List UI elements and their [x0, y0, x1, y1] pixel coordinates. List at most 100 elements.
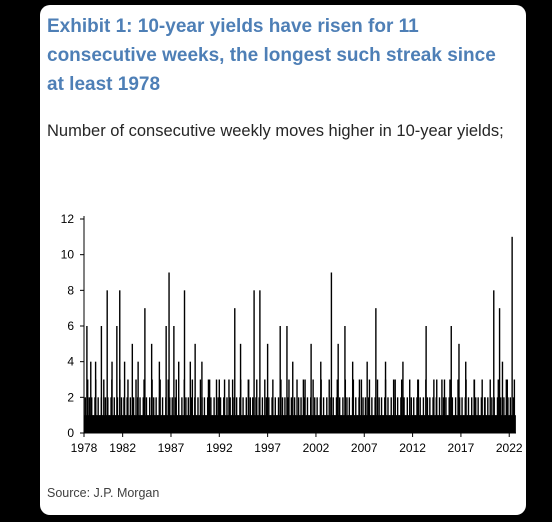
- bar: [104, 397, 107, 433]
- bar: [497, 379, 499, 433]
- bar: [347, 415, 350, 433]
- bar: [256, 415, 259, 433]
- bar: [144, 308, 146, 433]
- bar: [445, 397, 447, 433]
- bar: [483, 415, 485, 433]
- bar: [222, 415, 224, 433]
- bar: [444, 415, 446, 433]
- bar: [406, 397, 409, 433]
- bar: [161, 415, 163, 433]
- bar: [92, 415, 95, 433]
- bar: [507, 397, 509, 433]
- bar: [190, 397, 193, 433]
- bar: [324, 415, 326, 433]
- bar: [252, 397, 254, 433]
- bar: [141, 415, 144, 433]
- bar: [393, 415, 396, 433]
- bar: [116, 397, 119, 433]
- bar: [93, 415, 95, 433]
- bar: [508, 415, 511, 433]
- bar: [107, 415, 110, 433]
- bar: [120, 397, 123, 433]
- bar: [362, 397, 364, 433]
- bar: [394, 397, 396, 433]
- bar: [462, 415, 465, 433]
- bar: [213, 397, 215, 433]
- bar: [296, 379, 298, 433]
- bar: [426, 397, 429, 433]
- y-tick-label: 0: [67, 426, 74, 440]
- x-tick-label: 1992: [206, 441, 233, 455]
- bar: [165, 326, 167, 433]
- bar: [304, 379, 306, 433]
- bar: [115, 415, 117, 433]
- bar: [297, 415, 299, 433]
- bar: [292, 415, 294, 433]
- bar: [266, 343, 269, 433]
- bar: [469, 415, 471, 433]
- bar: [413, 415, 416, 433]
- bar: [427, 415, 429, 433]
- bar: [177, 415, 179, 433]
- bar: [455, 415, 458, 433]
- bar: [451, 397, 454, 433]
- bar: [447, 415, 450, 433]
- bar: [223, 397, 225, 433]
- bar: [338, 397, 341, 433]
- bar: [439, 415, 442, 433]
- bar: [227, 415, 229, 433]
- bar: [275, 415, 277, 433]
- bar: [123, 361, 126, 433]
- bar: [253, 415, 256, 433]
- bar: [192, 415, 194, 433]
- bar: [198, 415, 200, 433]
- bar: [231, 415, 233, 433]
- bar: [234, 308, 236, 433]
- bar: [417, 415, 420, 433]
- bar: [258, 397, 260, 433]
- bar: [405, 415, 407, 433]
- bar: [182, 415, 184, 433]
- bar: [326, 397, 328, 433]
- bar: [285, 415, 287, 433]
- bar: [292, 361, 294, 433]
- bar: [226, 397, 228, 433]
- bar: [356, 415, 359, 433]
- bar: [169, 415, 172, 433]
- x-tick-label: 2007: [351, 441, 378, 455]
- bar: [263, 415, 265, 433]
- bars-group: [83, 236, 516, 433]
- bar: [512, 415, 514, 433]
- bar: [287, 397, 289, 433]
- bar: [257, 415, 260, 433]
- bar: [338, 415, 340, 433]
- bar: [119, 379, 121, 433]
- bar: [97, 397, 99, 433]
- bar: [312, 379, 314, 433]
- bar: [375, 308, 377, 433]
- bar: [265, 397, 268, 433]
- bar: [281, 397, 284, 433]
- bar: [158, 361, 161, 433]
- bar: [462, 415, 464, 433]
- y-tick-label: 4: [67, 355, 74, 369]
- bar: [145, 397, 148, 433]
- bar: [211, 415, 214, 433]
- bar: [185, 397, 187, 433]
- bar: [171, 397, 173, 433]
- bar: [458, 343, 460, 433]
- bar: [155, 397, 157, 433]
- bar: [313, 415, 315, 433]
- bar: [253, 290, 255, 433]
- bar: [103, 415, 106, 433]
- bar: [479, 415, 482, 433]
- bar: [113, 397, 115, 433]
- bar: [146, 415, 148, 433]
- title-line: consecutive weeks, the longest such stre…: [47, 45, 496, 66]
- bar: [106, 290, 108, 433]
- bar: [267, 415, 269, 433]
- bar: [137, 361, 139, 433]
- bar: [359, 415, 362, 433]
- bar: [220, 415, 223, 433]
- bar: [384, 379, 387, 433]
